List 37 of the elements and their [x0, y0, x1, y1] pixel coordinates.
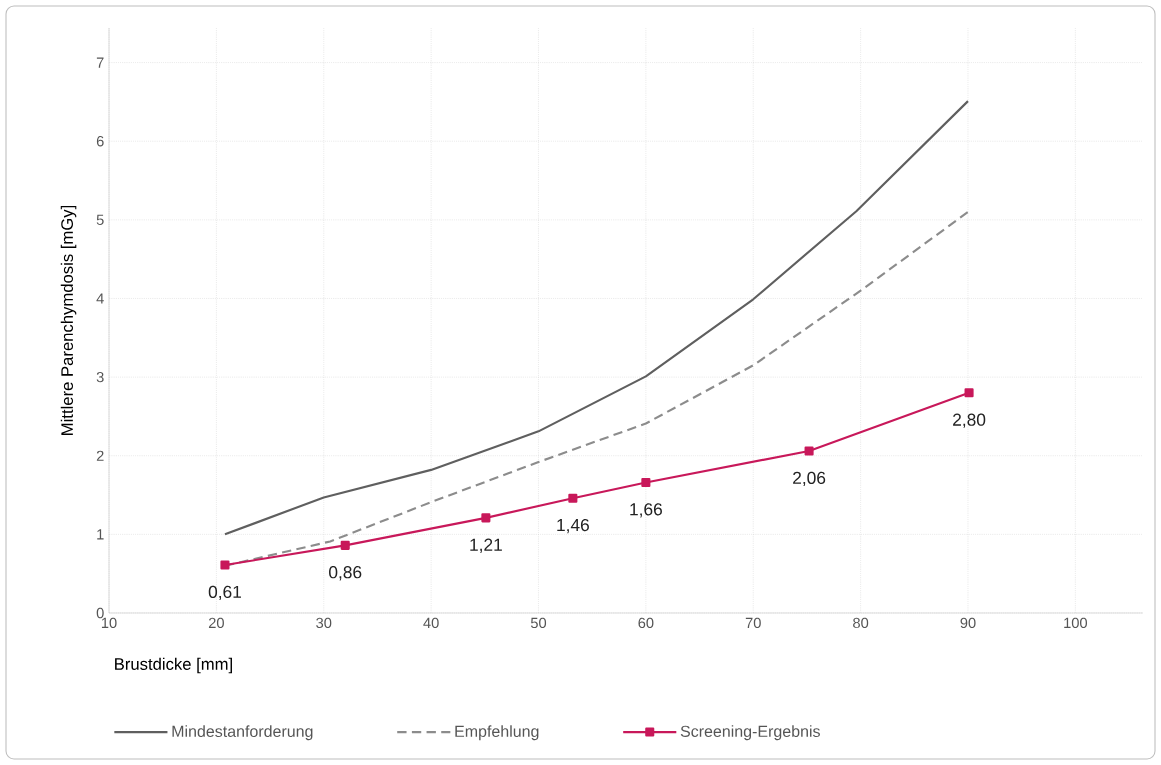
point: [481, 513, 491, 523]
x-tick-label: 20: [208, 617, 224, 629]
legend-label: Empfehlung: [455, 725, 539, 741]
data-label: 1,46: [557, 518, 589, 534]
point: [964, 388, 974, 398]
x-tick-label: 40: [423, 617, 439, 629]
y-tick-label: 0: [96, 607, 104, 619]
x-tick-label: 30: [316, 617, 332, 629]
data-label: 0,86: [329, 566, 362, 581]
y-tick-label: 5: [96, 214, 104, 225]
point: [804, 446, 814, 456]
x-tick-label: 90: [960, 617, 976, 629]
x-tick-label: 100: [1064, 617, 1088, 629]
x-tick-label: 10: [101, 617, 117, 629]
data-label: 2,80: [953, 413, 986, 428]
data-label: 1,21: [470, 538, 502, 553]
x-tick-label: 60: [638, 617, 654, 629]
x-tick-label: 50: [530, 617, 547, 629]
y-tick-label: 7: [96, 57, 104, 68]
point: [220, 560, 230, 570]
legend-label: Screening-Ergebnis: [680, 725, 820, 741]
y-axis-title: Mittlere Parenchymdosis [mGy]: [60, 205, 77, 435]
y-tick-label: 1: [97, 529, 104, 540]
point: [568, 493, 578, 503]
x-axis-title: Brustdicke [mm]: [115, 657, 232, 674]
point: [340, 540, 350, 550]
x-tick-label: 70: [745, 617, 761, 629]
legend-label: Mindestanforderung: [172, 725, 313, 741]
y-tick-label: 6: [96, 136, 104, 147]
data-label: 0,61: [208, 585, 241, 601]
data-label: 2,06: [793, 471, 826, 487]
y-tick-label: 2: [96, 450, 104, 461]
y-tick-label: 4: [96, 293, 104, 304]
x-tick-label: 80: [853, 617, 869, 629]
point: [641, 477, 651, 488]
data-label: 1,66: [630, 503, 662, 518]
y-tick-label: 3: [96, 371, 104, 383]
